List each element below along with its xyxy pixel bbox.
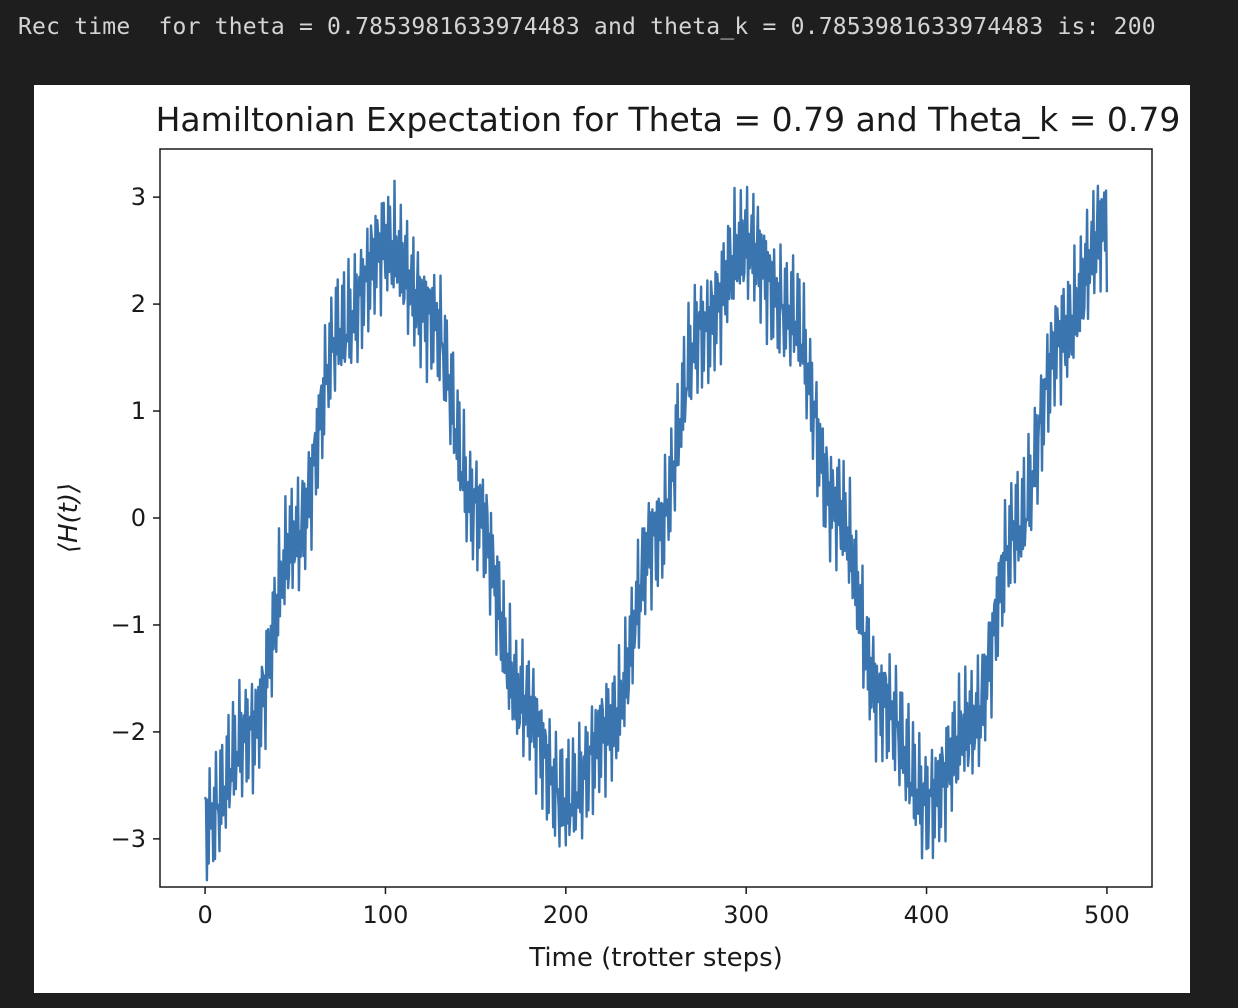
y-tick-label: 3 (131, 183, 146, 211)
cell-output-text: Rec time for theta = 0.7853981633974483 … (18, 14, 1156, 40)
x-tick-label: 300 (723, 901, 769, 929)
chart-title: Hamiltonian Expectation for Theta = 0.79… (156, 100, 1181, 139)
axes-layer: 0 100 200 300 400 500 3 2 1 0 −1 −2 −3 (111, 183, 1130, 929)
y-tick-label: 0 (131, 504, 146, 532)
chart-figure: Hamiltonian Expectation for Theta = 0.79… (34, 85, 1190, 993)
x-tick-label: 100 (363, 901, 409, 929)
y-tick-label: 1 (131, 397, 146, 425)
y-tick-label: 2 (131, 290, 146, 318)
data-layer (203, 179, 1109, 882)
x-tick-label: 0 (197, 901, 212, 929)
y-axis-label: ⟨H(t)⟩ (54, 483, 84, 553)
x-tick-label: 200 (543, 901, 589, 929)
x-tick-label: 400 (904, 901, 950, 929)
chart-svg: Hamiltonian Expectation for Theta = 0.79… (54, 100, 1181, 973)
y-tick-label: −2 (111, 718, 146, 746)
x-axis-label: Time (trotter steps) (528, 943, 783, 973)
y-tick-label: −3 (111, 825, 146, 853)
x-tick-label: 500 (1084, 901, 1130, 929)
y-tick-label: −1 (111, 611, 146, 639)
series-line (203, 179, 1109, 882)
